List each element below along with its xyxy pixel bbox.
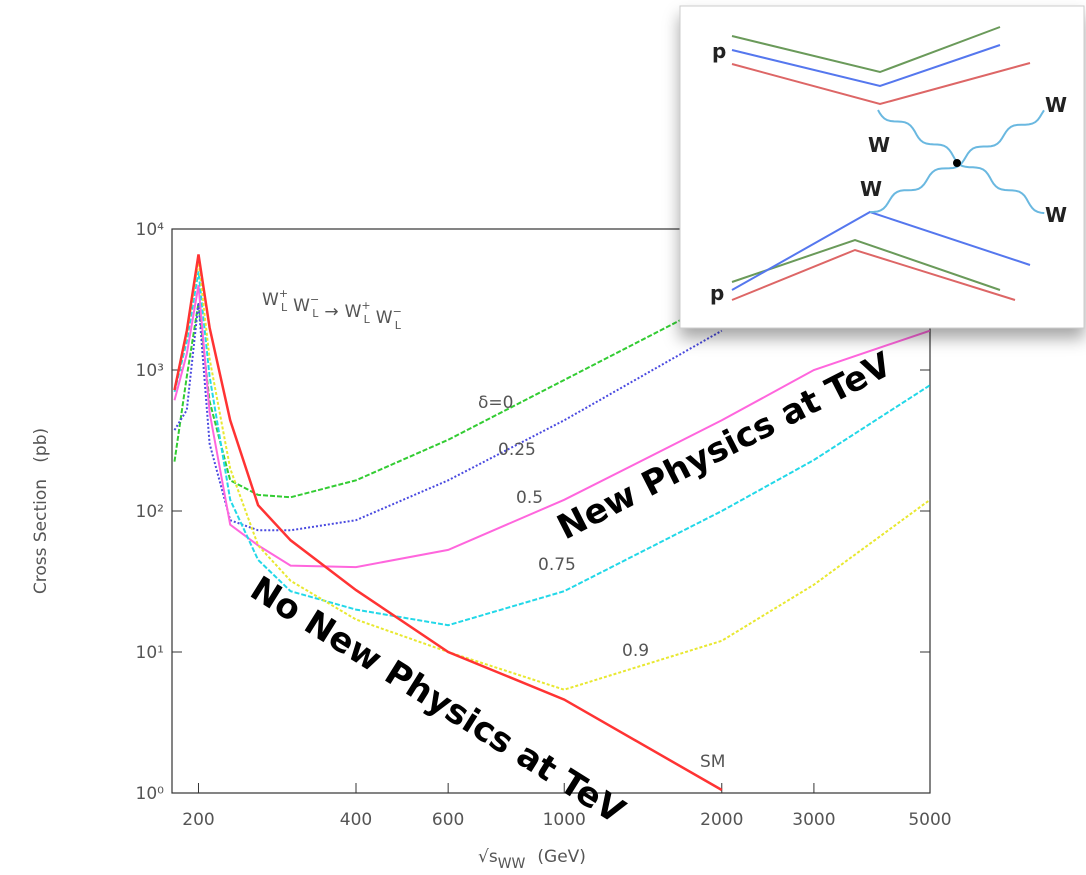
series-line (173, 297, 723, 499)
series-label: SM (700, 752, 725, 772)
process-sub: L (364, 313, 371, 326)
process-sub: L (395, 319, 402, 332)
quark-line (731, 238, 1001, 291)
y-tick-label: 10² (136, 502, 164, 522)
y-axis-label: Cross Section (pb) (31, 428, 51, 594)
diagram-label: W (1045, 203, 1067, 227)
x-tick-label: 600 (432, 810, 464, 830)
diagram-label: p (710, 281, 724, 305)
process-sup: − (393, 305, 402, 318)
x-label-unit: (GeV) (537, 847, 586, 867)
diagram-label: W (868, 133, 890, 157)
series-line (173, 254, 723, 792)
series-group (173, 254, 930, 792)
y-tick-label: 10¹ (136, 643, 164, 663)
series-label: 0.75 (538, 555, 576, 575)
x-axis-label: √sWW (GeV) (478, 847, 586, 871)
diagram-label: p (712, 39, 726, 63)
series-line (173, 284, 930, 569)
process-part: W (345, 302, 362, 322)
x-tick-label: 5000 (908, 810, 951, 830)
inset-frame (679, 5, 1085, 329)
quark-line (731, 62, 1031, 106)
process-part: W (376, 308, 393, 328)
x-tick-label: 400 (340, 810, 372, 830)
process-sup: + (279, 287, 288, 300)
series-label: 0.25 (498, 440, 536, 460)
vertex (953, 159, 961, 167)
series-label: δ=0 (478, 393, 513, 413)
x-tick-label: 3000 (792, 810, 835, 830)
y-tick-label: 10³ (136, 361, 164, 381)
series-line (173, 271, 930, 627)
diagram-label: W (1045, 93, 1067, 117)
x-tick-label: 2000 (700, 810, 743, 830)
y-tick-label: 10⁴ (136, 220, 165, 240)
process-sup: + (361, 299, 370, 312)
process-part: → (324, 302, 338, 322)
y-tick-label: 10⁰ (136, 784, 165, 804)
x-label-main: √s (478, 847, 498, 867)
annotation: New Physics at TeV (551, 344, 899, 548)
diagram-label: W (860, 177, 882, 201)
series-line (173, 302, 723, 532)
quark-line (731, 26, 1001, 74)
quark-line (731, 248, 1016, 301)
x-tick-label: 200 (182, 810, 214, 830)
x-tick-label: 1000 (543, 810, 586, 830)
series-label: 0.5 (516, 488, 543, 508)
x-label-sub: WW (498, 856, 526, 871)
process-sub: L (312, 307, 319, 320)
series-label: 0.9 (622, 641, 649, 661)
process-label: W+ L W− L → W+ L W− L (262, 287, 402, 332)
process-part: W (293, 296, 310, 316)
quark-line (731, 44, 1001, 88)
process-part: W (262, 290, 279, 310)
process-sub: L (281, 301, 288, 314)
process-sup: − (310, 293, 319, 306)
